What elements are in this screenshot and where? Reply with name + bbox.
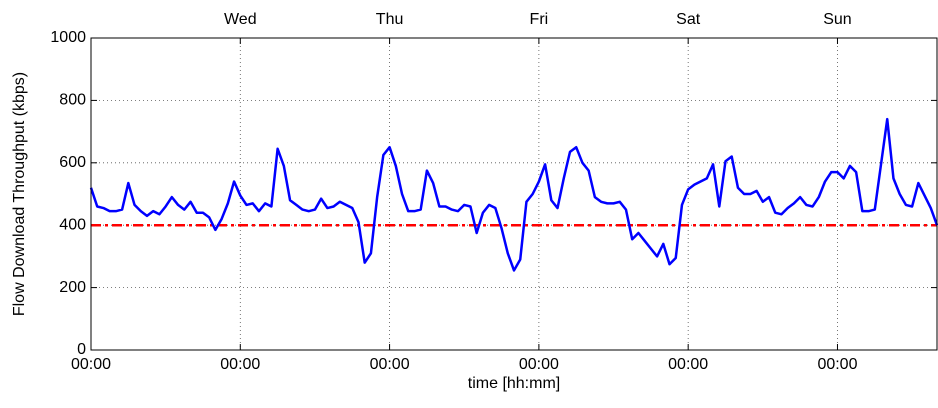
y-tick-label: 400 <box>59 216 86 233</box>
y-axis-title: Flow Download Throughput (kbps) <box>11 72 28 316</box>
y-tick-label: 800 <box>59 92 86 109</box>
x-tick-label: 00:00 <box>370 356 410 373</box>
data-line <box>89 117 938 272</box>
top-tick-label: Sun <box>823 11 851 28</box>
y-tick-label: 200 <box>59 279 86 296</box>
y-tick-label: 1000 <box>50 29 86 46</box>
x-tick-label: 00:00 <box>519 356 559 373</box>
y-tick-label: 600 <box>59 154 86 171</box>
top-tick-label: Wed <box>224 11 257 28</box>
plot-frame <box>90 37 938 351</box>
top-tick-label: Thu <box>376 11 404 28</box>
x-tick-label: 00:00 <box>668 356 708 373</box>
top-tick-label: Sat <box>676 11 701 28</box>
y-tick-label: 0 <box>77 341 86 358</box>
x-tick-label: 00:00 <box>71 356 111 373</box>
x-tick-label: 00:00 <box>220 356 260 373</box>
top-tick-label: Fri <box>530 11 549 28</box>
x-tick-label: 00:00 <box>817 356 857 373</box>
x-axis-title: time [hh:mm] <box>468 375 560 392</box>
